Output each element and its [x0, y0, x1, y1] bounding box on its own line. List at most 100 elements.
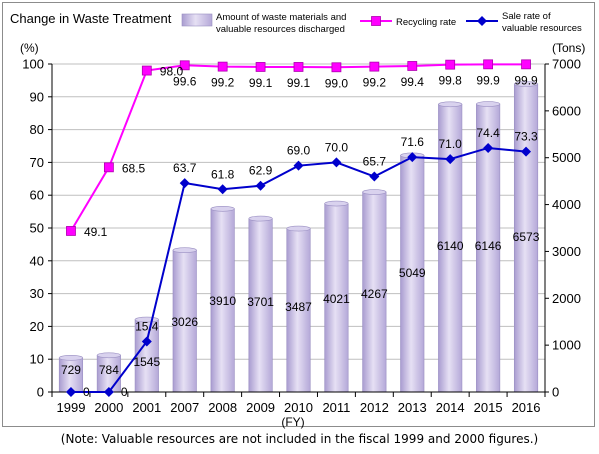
- legend-label-recycling: Recycling rate: [396, 17, 456, 28]
- right-tick-label: 0: [552, 385, 559, 400]
- recycling-rate-label: 49.1: [84, 225, 108, 239]
- bar-cap: [476, 101, 501, 107]
- sale-rate-label: 15.4: [135, 319, 159, 333]
- sale-rate-label: 65.7: [363, 155, 387, 169]
- legend-label-sale: valuable resources: [502, 23, 582, 34]
- sale-rate-label: 61.8: [211, 167, 235, 181]
- recycling-rate-label: 99.2: [363, 76, 387, 90]
- right-tick-label: 6000: [552, 103, 581, 118]
- sale-rate-label: 70.0: [325, 140, 349, 154]
- bar-cap: [172, 247, 197, 254]
- bar-cap: [58, 355, 84, 361]
- line-point: [179, 178, 190, 189]
- left-tick-label: 70: [30, 155, 44, 170]
- sale-rate-label: 0: [121, 385, 128, 399]
- left-tick-label: 30: [30, 286, 44, 301]
- x-tick-label: 2001: [132, 400, 161, 415]
- bar-value-label: 6146: [475, 239, 502, 253]
- bar-cap: [438, 101, 463, 108]
- line-point: [179, 60, 190, 71]
- bar-value-label: 729: [61, 363, 81, 377]
- left-tick-label: 60: [30, 188, 44, 203]
- bar-value-label: 6573: [513, 230, 540, 244]
- bar-cap: [96, 352, 121, 359]
- x-tick-label: 1999: [57, 400, 86, 415]
- line-point: [103, 387, 114, 397]
- bar-value-label: 1545: [133, 355, 160, 369]
- right-tick-label: 5000: [552, 150, 581, 165]
- line-point: [255, 180, 266, 191]
- line-point: [141, 65, 152, 76]
- sale-rate-label: 71.0: [439, 137, 463, 151]
- sale-rate-label: 0: [83, 385, 90, 399]
- right-tick-label: 7000: [552, 57, 581, 72]
- bar-cap: [286, 225, 311, 232]
- left-tick-label: 100: [22, 57, 44, 72]
- right-tick-label: 4000: [552, 197, 581, 212]
- sale-rate-label: 62.9: [249, 164, 273, 178]
- recycling-rate-label: 99.9: [476, 73, 500, 87]
- chart-title: Change in Waste Treatment: [10, 11, 172, 26]
- bar-cap: [362, 189, 387, 195]
- line-point: [103, 162, 114, 173]
- legend-label-sale: Sale rate of: [502, 11, 551, 22]
- sale-rate-label: 74.4: [476, 126, 500, 140]
- bar-value-label: 3026: [171, 315, 198, 329]
- recycling-rate-label: 99.4: [401, 75, 425, 89]
- legend-label-bar: valuable resources discharged: [216, 24, 345, 35]
- line-point: [293, 62, 304, 72]
- left-tick-label: 10: [30, 352, 44, 367]
- bar-cap: [248, 215, 273, 222]
- line-point: [445, 59, 456, 70]
- legend-label-bar: Amount of waste materials and: [216, 12, 346, 23]
- line-point: [331, 62, 342, 73]
- left-tick-label: 20: [30, 319, 44, 334]
- bar-value-label: 3910: [209, 294, 236, 308]
- footnote: (Note: Valuable resources are not includ…: [60, 432, 539, 446]
- recycling-rate-label: 99.9: [514, 73, 538, 87]
- line-point: [255, 62, 266, 72]
- x-tick-label: 2015: [474, 400, 503, 415]
- line-point: [407, 152, 418, 163]
- x-tick-label: 2012: [360, 400, 389, 415]
- left-tick-label: 40: [30, 253, 44, 268]
- line-point: [369, 61, 380, 72]
- x-tick-label: 2011: [322, 400, 350, 415]
- right-tick-label: 3000: [552, 244, 581, 259]
- bar-value-label: 784: [99, 363, 119, 377]
- bar-value-label: 4267: [361, 287, 388, 301]
- line-point: [369, 171, 380, 182]
- recycling-rate-label: 68.5: [122, 161, 146, 175]
- sale-rate-label: 63.7: [173, 161, 197, 175]
- right-tick-label: 2000: [552, 291, 581, 306]
- bar-cap: [513, 81, 539, 87]
- x-tick-label: 2010: [284, 400, 313, 415]
- x-tick-label: 2000: [94, 400, 123, 415]
- x-tick-label: 2008: [208, 400, 237, 415]
- left-tick-label: 0: [37, 385, 44, 400]
- line-point: [141, 336, 152, 347]
- left-tick-label: 80: [30, 122, 44, 137]
- recycling-rate-label: 99.1: [287, 76, 311, 90]
- left-axis-unit: (%): [20, 41, 39, 55]
- left-tick-label: 50: [30, 221, 44, 236]
- line-point: [521, 146, 532, 157]
- recycling-rate-label: 99.8: [439, 74, 463, 88]
- legend-swatch-bar: [181, 13, 213, 27]
- recycling-rate-label: 99.2: [211, 76, 235, 90]
- line-point: [217, 184, 228, 195]
- x-tick-label: 2014: [436, 400, 465, 415]
- x-tick-label: 2016: [512, 400, 541, 415]
- recycling-rate-label: 99.1: [249, 76, 273, 90]
- bar-cap: [324, 200, 349, 207]
- axes: 0102030405060708090100010002000300040005…: [22, 57, 581, 416]
- x-tick-label: 2009: [246, 400, 275, 415]
- sale-rate-label: 71.6: [401, 135, 425, 149]
- bar-value-label: 4021: [323, 292, 350, 306]
- recycling-rate-label: 99.0: [325, 76, 349, 90]
- lines: [65, 59, 532, 397]
- right-axis-unit: (Tons): [552, 41, 585, 55]
- sale-rate-label: 73.3: [514, 130, 538, 144]
